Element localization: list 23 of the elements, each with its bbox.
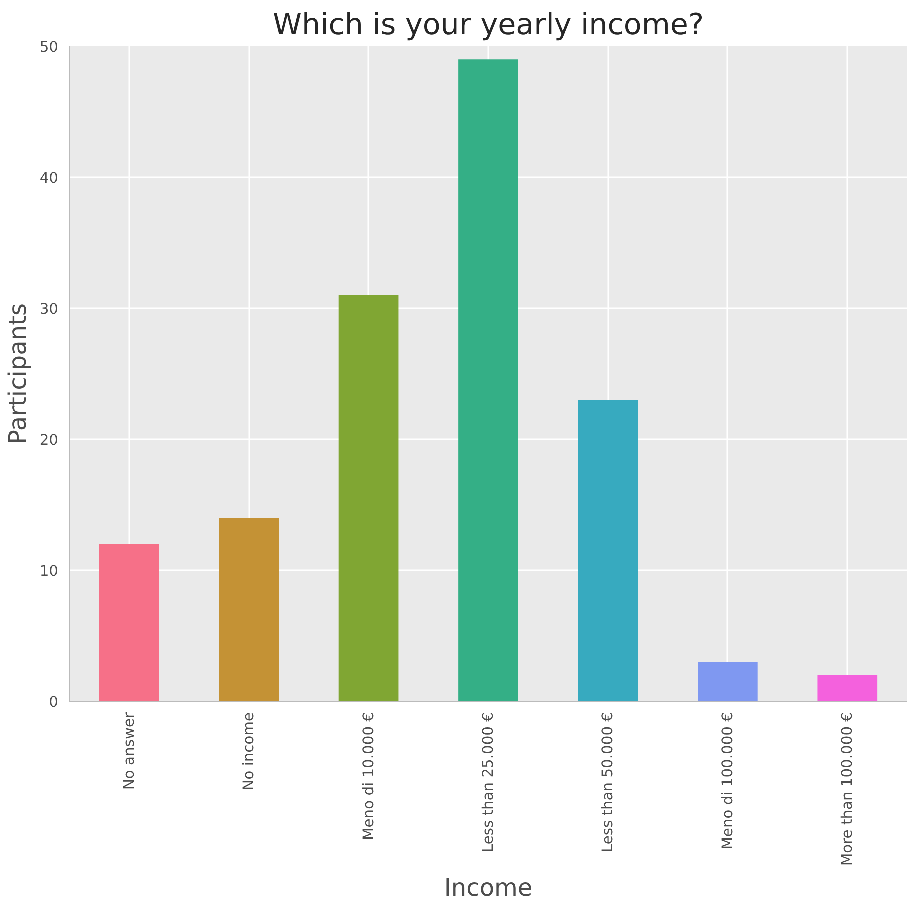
y-tick-label: 10 xyxy=(40,563,59,580)
x-tick-label: Less than 50.000 € xyxy=(600,712,617,853)
y-tick-label: 0 xyxy=(49,694,59,711)
bar xyxy=(99,544,160,702)
bar xyxy=(219,518,279,702)
bar xyxy=(578,400,638,702)
x-tick-label: No income xyxy=(240,712,258,791)
x-tick-label: More than 100.000 € xyxy=(839,712,856,866)
chart-title: Which is your yearly income? xyxy=(272,8,704,42)
y-tick-label: 20 xyxy=(40,432,59,449)
bar xyxy=(458,60,518,702)
x-tick-label: No answer xyxy=(120,712,138,790)
y-axis-title: Participants xyxy=(4,304,32,444)
y-tick-label: 30 xyxy=(40,301,59,318)
y-tick-label: 40 xyxy=(40,170,59,187)
x-axis-title: Income xyxy=(444,874,533,902)
x-tick-label: Meno di 10.000 € xyxy=(360,712,378,840)
x-tick-label: Less than 25.000 € xyxy=(480,712,497,853)
x-tick-label: Meno di 100.000 € xyxy=(719,712,736,850)
bar xyxy=(818,675,878,702)
bar xyxy=(338,295,399,702)
y-tick-label: 50 xyxy=(40,39,59,56)
bar xyxy=(698,662,758,702)
